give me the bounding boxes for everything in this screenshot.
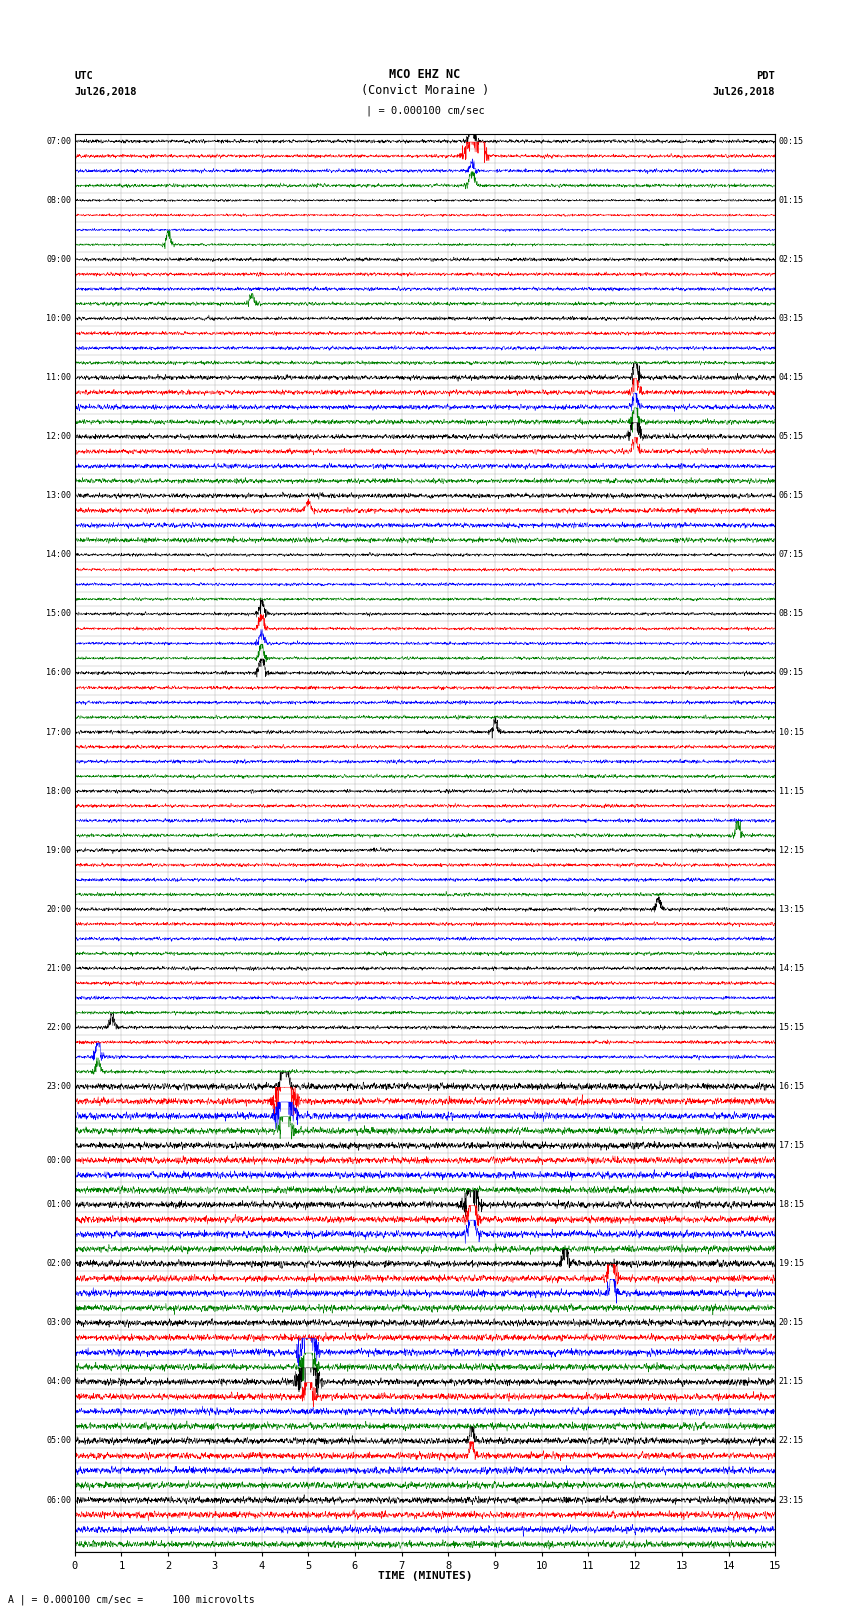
Text: 12:00: 12:00 (46, 432, 71, 440)
Text: 06:15: 06:15 (779, 492, 804, 500)
Text: 16:00: 16:00 (46, 668, 71, 677)
Text: 10:00: 10:00 (46, 315, 71, 323)
Text: 01:15: 01:15 (779, 195, 804, 205)
Text: A | = 0.000100 cm/sec =     100 microvolts: A | = 0.000100 cm/sec = 100 microvolts (8, 1594, 255, 1605)
Text: 03:00: 03:00 (46, 1318, 71, 1327)
Text: 04:15: 04:15 (779, 373, 804, 382)
Text: 14:15: 14:15 (779, 965, 804, 973)
Text: 17:15: 17:15 (779, 1140, 804, 1150)
Text: 15:00: 15:00 (46, 610, 71, 618)
Text: MCO EHZ NC: MCO EHZ NC (389, 68, 461, 81)
Text: 18:15: 18:15 (779, 1200, 804, 1210)
Text: 05:00: 05:00 (46, 1437, 71, 1445)
Text: 11:15: 11:15 (779, 787, 804, 795)
Text: 23:15: 23:15 (779, 1495, 804, 1505)
Text: 07:00: 07:00 (46, 137, 71, 145)
Text: 04:00: 04:00 (46, 1378, 71, 1386)
Text: 19:15: 19:15 (779, 1260, 804, 1268)
Text: 23:00: 23:00 (46, 1082, 71, 1090)
Text: 16:15: 16:15 (779, 1082, 804, 1090)
Text: 18:00: 18:00 (46, 787, 71, 795)
Text: 22:15: 22:15 (779, 1437, 804, 1445)
Text: Jul26,2018: Jul26,2018 (75, 87, 138, 97)
Text: 14:00: 14:00 (46, 550, 71, 560)
Text: 07:15: 07:15 (779, 550, 804, 560)
Text: 02:00: 02:00 (46, 1260, 71, 1268)
Text: 10:15: 10:15 (779, 727, 804, 737)
Text: UTC: UTC (75, 71, 94, 81)
Text: Jul26,2018: Jul26,2018 (712, 87, 775, 97)
Text: 22:00: 22:00 (46, 1023, 71, 1032)
Text: 20:15: 20:15 (779, 1318, 804, 1327)
Text: 11:00: 11:00 (46, 373, 71, 382)
Text: 08:15: 08:15 (779, 610, 804, 618)
Text: 00:00: 00:00 (46, 1157, 71, 1165)
Text: 15:15: 15:15 (779, 1023, 804, 1032)
Text: 12:15: 12:15 (779, 845, 804, 855)
Text: 20:00: 20:00 (46, 905, 71, 913)
Text: 13:15: 13:15 (779, 905, 804, 913)
Text: | = 0.000100 cm/sec: | = 0.000100 cm/sec (366, 105, 484, 116)
Text: 05:15: 05:15 (779, 432, 804, 440)
Text: 09:00: 09:00 (46, 255, 71, 265)
Text: 08:00: 08:00 (46, 195, 71, 205)
Text: 02:15: 02:15 (779, 255, 804, 265)
Text: 21:00: 21:00 (46, 965, 71, 973)
Text: 17:00: 17:00 (46, 727, 71, 737)
Text: 03:15: 03:15 (779, 315, 804, 323)
Text: 19:00: 19:00 (46, 845, 71, 855)
Text: PDT: PDT (756, 71, 775, 81)
Text: 21:15: 21:15 (779, 1378, 804, 1386)
Text: (Convict Moraine ): (Convict Moraine ) (361, 84, 489, 97)
Text: TIME (MINUTES): TIME (MINUTES) (377, 1571, 473, 1581)
Text: 00:15: 00:15 (779, 137, 804, 145)
Text: 01:00: 01:00 (46, 1200, 71, 1210)
Text: 06:00: 06:00 (46, 1495, 71, 1505)
Text: 13:00: 13:00 (46, 492, 71, 500)
Text: 09:15: 09:15 (779, 668, 804, 677)
